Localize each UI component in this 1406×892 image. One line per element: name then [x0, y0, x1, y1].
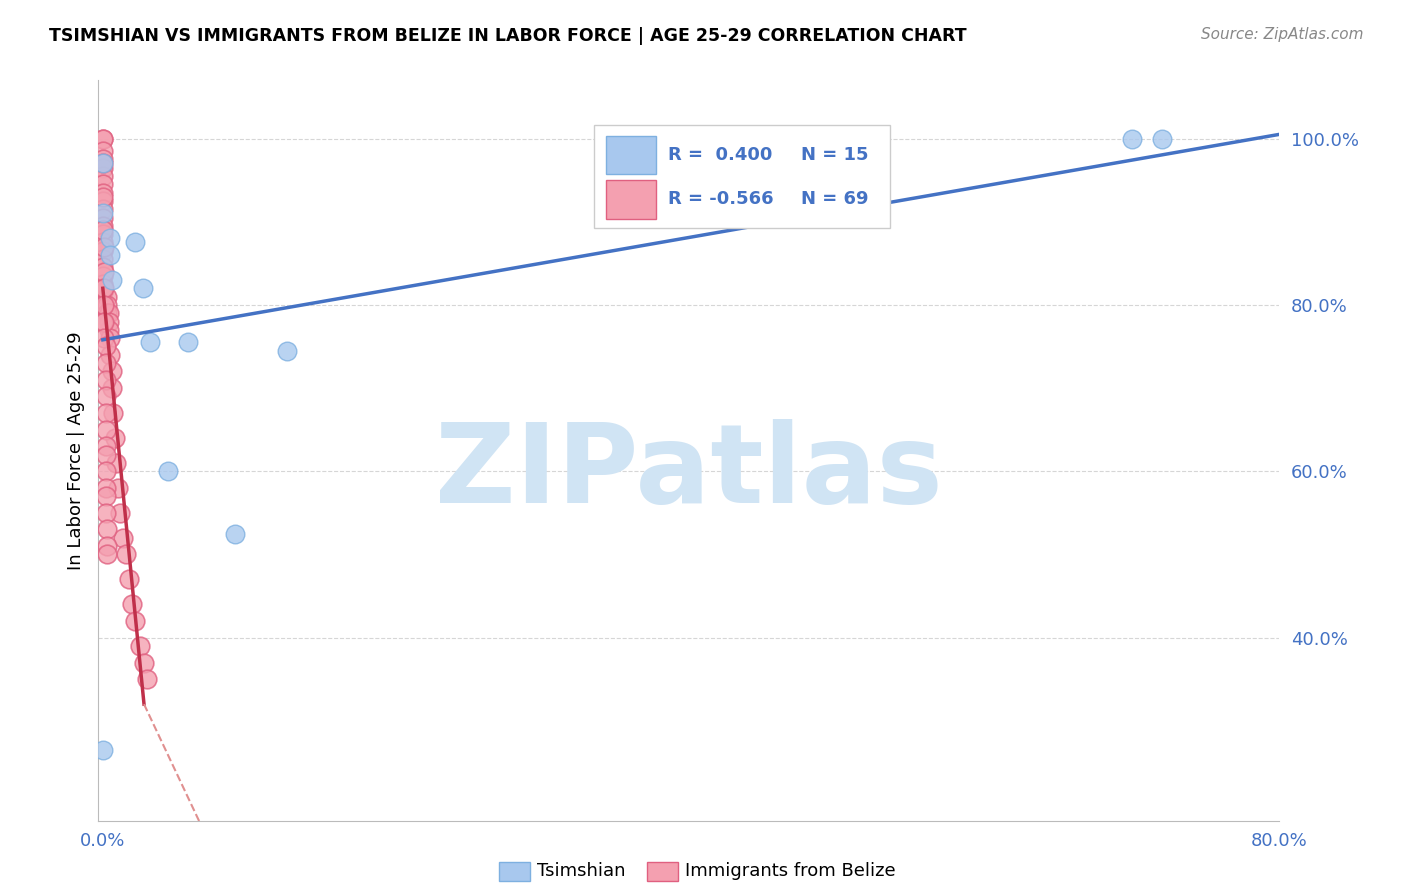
Point — [131, 281, 153, 295]
Point — [105, 456, 128, 470]
Point — [93, 331, 115, 345]
Point — [98, 331, 121, 345]
Point — [91, 260, 114, 275]
Point — [98, 248, 121, 262]
Point — [1150, 131, 1173, 145]
Point — [107, 481, 129, 495]
Text: Immigrants from Belize: Immigrants from Belize — [685, 863, 896, 880]
Point — [100, 364, 122, 378]
Point — [91, 285, 114, 300]
Point — [93, 264, 115, 278]
Point — [124, 614, 146, 628]
Point — [110, 506, 132, 520]
Point — [97, 314, 120, 328]
Point — [101, 406, 124, 420]
Point — [100, 273, 122, 287]
Point — [94, 448, 117, 462]
Y-axis label: In Labor Force | Age 25-29: In Labor Force | Age 25-29 — [66, 331, 84, 570]
Point — [94, 464, 117, 478]
Point — [91, 169, 114, 183]
Point — [97, 323, 120, 337]
Text: Source: ZipAtlas.com: Source: ZipAtlas.com — [1201, 27, 1364, 42]
Point — [91, 206, 114, 220]
Text: Tsimshian: Tsimshian — [537, 863, 626, 880]
Point — [96, 523, 118, 537]
Point — [91, 178, 114, 192]
Point — [132, 656, 155, 670]
Point — [96, 306, 118, 320]
Point — [96, 548, 118, 562]
Point — [94, 489, 117, 503]
Point — [177, 335, 200, 350]
Point — [96, 289, 118, 303]
Point — [91, 281, 114, 295]
Point — [93, 314, 115, 328]
Text: N = 69: N = 69 — [801, 191, 869, 209]
Point — [93, 240, 115, 254]
FancyBboxPatch shape — [595, 125, 890, 228]
Point — [91, 743, 114, 757]
Text: R = -0.566: R = -0.566 — [668, 191, 773, 209]
Point — [276, 343, 298, 358]
Point — [91, 194, 114, 208]
Point — [94, 406, 117, 420]
Point — [91, 131, 114, 145]
Point — [91, 314, 114, 328]
Point — [91, 161, 114, 175]
Point — [91, 227, 114, 242]
Point — [91, 252, 114, 267]
Point — [94, 481, 117, 495]
Point — [139, 335, 162, 350]
Point — [91, 153, 114, 167]
Point — [91, 156, 114, 170]
Point — [91, 244, 114, 258]
Text: ZIPatlas: ZIPatlas — [434, 419, 943, 526]
Point — [1121, 131, 1143, 145]
Point — [91, 211, 114, 225]
Point — [94, 439, 117, 453]
Point — [96, 298, 118, 312]
Point — [98, 348, 121, 362]
Text: N = 15: N = 15 — [801, 146, 869, 164]
Point — [91, 235, 114, 250]
Point — [94, 339, 117, 353]
Point — [156, 464, 179, 478]
FancyBboxPatch shape — [606, 180, 655, 219]
Point — [91, 277, 114, 291]
Point — [96, 539, 118, 553]
Point — [94, 356, 117, 370]
Point — [94, 373, 117, 387]
Point — [91, 219, 114, 233]
Point — [94, 506, 117, 520]
Point — [124, 235, 146, 250]
Point — [112, 531, 135, 545]
Point — [91, 223, 114, 237]
Point — [91, 268, 114, 283]
Point — [91, 156, 114, 170]
FancyBboxPatch shape — [606, 136, 655, 174]
Point — [98, 231, 121, 245]
Point — [91, 190, 114, 204]
Point — [115, 548, 138, 562]
Point — [91, 186, 114, 200]
Point — [93, 281, 115, 295]
Point — [100, 381, 122, 395]
Point — [91, 131, 114, 145]
Point — [94, 423, 117, 437]
Point — [128, 639, 150, 653]
Text: TSIMSHIAN VS IMMIGRANTS FROM BELIZE IN LABOR FORCE | AGE 25-29 CORRELATION CHART: TSIMSHIAN VS IMMIGRANTS FROM BELIZE IN L… — [49, 27, 967, 45]
Point — [91, 144, 114, 158]
Text: R =  0.400: R = 0.400 — [668, 146, 772, 164]
Point — [91, 202, 114, 217]
Point — [94, 389, 117, 403]
Point — [121, 598, 143, 612]
Point — [224, 526, 246, 541]
Point — [97, 306, 120, 320]
Point — [93, 298, 115, 312]
Point — [118, 573, 141, 587]
Point — [104, 431, 127, 445]
Point — [136, 672, 159, 686]
